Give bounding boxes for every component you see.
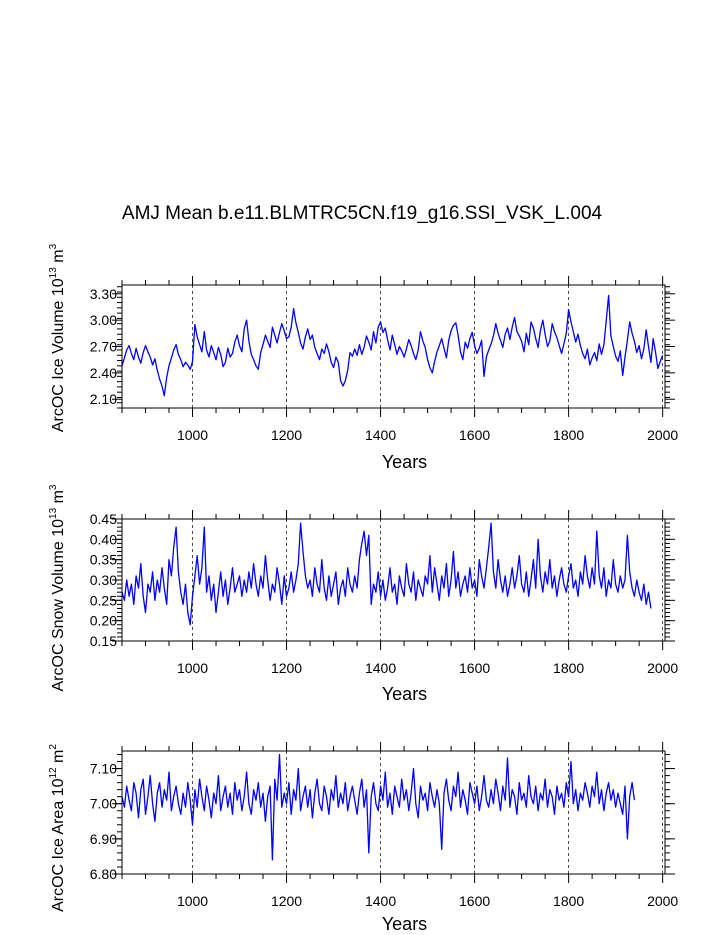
series-line <box>121 522 652 626</box>
x-tick-label: 1000 <box>177 893 208 909</box>
y-tick-label: 0.40 <box>90 531 117 547</box>
x-tick-label: 1600 <box>459 660 490 676</box>
y-title-unit: m <box>50 490 67 508</box>
x-tick-label: 1800 <box>553 427 584 443</box>
y-tick-label: 0.35 <box>90 552 117 568</box>
y-tick-label: 6.90 <box>90 831 117 847</box>
x-axis-title: Years <box>382 914 427 934</box>
x-tick-label: 1400 <box>365 660 396 676</box>
x-tick-label: 1600 <box>459 893 490 909</box>
ice-volume-panel: 1000 1200 1400 1600 1800 2000 2.10 2.40 2.70 3.00… <box>48 243 678 472</box>
x-tick-label: 1200 <box>271 893 302 909</box>
y-tick-label: 7.00 <box>90 796 117 812</box>
plot-frame <box>121 750 666 875</box>
x-tick-label: 1200 <box>271 427 302 443</box>
y-axis-title: ArcOC Ice Area 1012 m2 <box>48 744 67 912</box>
x-axis-title: Years <box>382 452 427 472</box>
x-tick-label: 1000 <box>177 660 208 676</box>
y-tick-label: 3.00 <box>90 312 117 328</box>
x-tick-label: 2000 <box>647 660 678 676</box>
y-title-unit: m <box>50 750 67 768</box>
y-title-exponent: 13 <box>48 267 59 279</box>
y-title-unit-exponent: 3 <box>48 243 59 249</box>
y-title-prefix: ArcOC Ice Volume 10 <box>50 278 67 432</box>
x-tick-label: 1200 <box>271 660 302 676</box>
y-tick-label: 0.20 <box>90 613 117 629</box>
figure-title: AMJ Mean b.e11.BLMTRC5CN.f19_g16.SSI_VSK… <box>122 203 603 224</box>
y-tick-label: 3.30 <box>90 286 117 302</box>
x-tick-label: 1600 <box>459 427 490 443</box>
plot-frame <box>121 518 666 642</box>
x-tick-label: 2000 <box>647 893 678 909</box>
y-axis-title: ArcOC Snow Volume 1013 m3 <box>48 484 67 691</box>
y-tick-label: 0.25 <box>90 592 117 608</box>
y-title-exponent: 13 <box>48 507 59 519</box>
y-title-prefix: ArcOC Ice Area 10 <box>50 778 67 911</box>
y-tick-label: 2.70 <box>90 339 117 355</box>
y-title-unit-exponent: 2 <box>48 744 59 750</box>
x-tick-label: 1400 <box>365 893 396 909</box>
y-tick-label: 2.40 <box>90 365 117 381</box>
x-tick-label: 1400 <box>365 427 396 443</box>
y-tick-label: 6.80 <box>90 866 117 882</box>
series-line <box>121 294 664 397</box>
y-tick-label: 0.45 <box>90 511 117 527</box>
x-tick-label: 1800 <box>553 660 584 676</box>
plot-frame <box>121 284 666 409</box>
x-tick-label: 1800 <box>553 893 584 909</box>
y-tick-label: 7.10 <box>90 761 117 777</box>
y-axis-title: ArcOC Ice Volume 1013 m3 <box>48 243 67 432</box>
x-tick-label: 2000 <box>647 427 678 443</box>
series-line <box>121 753 636 861</box>
y-title-prefix: ArcOC Snow Volume 10 <box>50 519 67 692</box>
y-title-exponent: 12 <box>48 767 59 779</box>
y-title-unit-exponent: 3 <box>48 484 59 490</box>
ice-area-panel: 1000 1200 1400 1600 1800 2000 6.80 6.90 7.00 7.10… <box>48 742 678 934</box>
y-tick-label: 0.15 <box>90 633 117 649</box>
y-tick-label: 2.10 <box>90 391 117 407</box>
y-title-unit: m <box>50 249 67 267</box>
x-axis-title: Years <box>382 684 427 704</box>
x-tick-label: 1000 <box>177 427 208 443</box>
snow-volume-panel: 1000 1200 1400 1600 1800 2000 0.15 0.20 0.25 0.30… <box>48 484 678 704</box>
y-tick-label: 0.30 <box>90 572 117 588</box>
